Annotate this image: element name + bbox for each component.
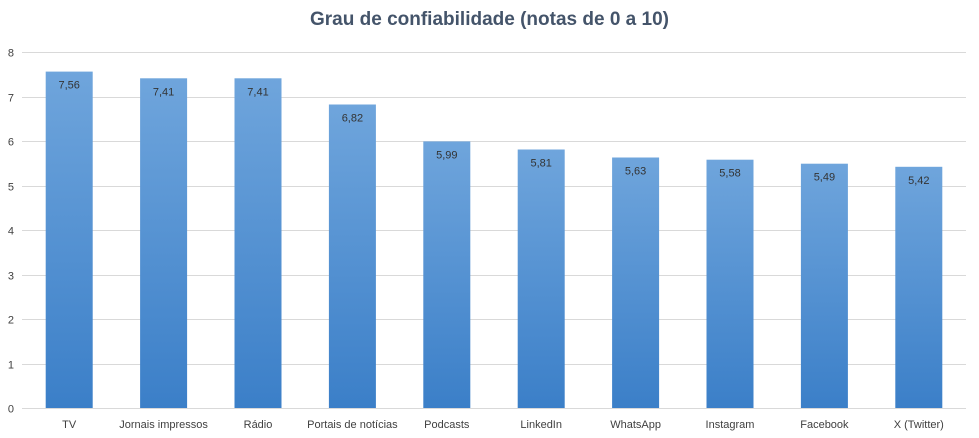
y-tick-label: 4 xyxy=(8,226,14,238)
data-labels: 7,56 7,41 7,41 6,82 5,99 5,81 5,63 5,58 5,49 5,42 xyxy=(58,80,929,187)
y-tick-label: 8 xyxy=(8,48,14,60)
bar xyxy=(140,78,188,409)
x-tick-label: Jornais impressos xyxy=(119,419,208,431)
x-tick-label: TV xyxy=(62,419,77,431)
data-label: 5,63 xyxy=(625,166,646,178)
data-label: 5,58 xyxy=(719,168,740,180)
data-label: 7,41 xyxy=(247,86,268,98)
data-label: 7,41 xyxy=(153,86,174,98)
y-tick-label: 2 xyxy=(8,315,14,327)
bar xyxy=(895,166,943,408)
x-tick-label: X (Twitter) xyxy=(894,419,944,431)
data-label: 5,42 xyxy=(908,175,929,187)
data-label: 7,56 xyxy=(58,80,79,92)
x-tick-label: Instagram xyxy=(706,419,755,431)
x-tick-label: Rádio xyxy=(244,419,273,431)
y-tick-label: 1 xyxy=(8,360,14,372)
bar xyxy=(328,104,376,408)
data-label: 5,99 xyxy=(436,149,457,161)
data-label: 6,82 xyxy=(342,113,363,125)
y-tick-label: 3 xyxy=(8,271,14,283)
x-tick-label: Facebook xyxy=(800,419,849,431)
bar xyxy=(612,157,660,408)
y-tick-label: 6 xyxy=(8,137,14,149)
y-axis-ticks: 0 1 2 3 4 5 6 7 8 xyxy=(8,48,14,416)
bars xyxy=(45,71,943,409)
x-axis-ticks: TV Jornais impressos Rádio Portais de notíc… xyxy=(62,419,944,431)
data-label: 5,81 xyxy=(530,158,551,170)
x-tick-label: Portais de notícias xyxy=(307,419,398,431)
x-tick-label: WhatsApp xyxy=(610,419,661,431)
y-tick-label: 0 xyxy=(8,404,14,416)
chart-title: Grau de confiabilidade (notas de 0 a 10) xyxy=(310,9,669,30)
x-tick-label: Podcasts xyxy=(424,419,470,431)
y-tick-label: 7 xyxy=(8,93,14,105)
bar xyxy=(45,71,93,408)
bar xyxy=(423,141,471,408)
bar xyxy=(234,78,282,409)
bar xyxy=(517,149,565,408)
y-tick-label: 5 xyxy=(8,182,14,194)
x-tick-label: LinkedIn xyxy=(520,419,562,431)
bar xyxy=(800,163,848,408)
bar xyxy=(706,159,754,408)
data-label: 5,49 xyxy=(814,172,835,184)
